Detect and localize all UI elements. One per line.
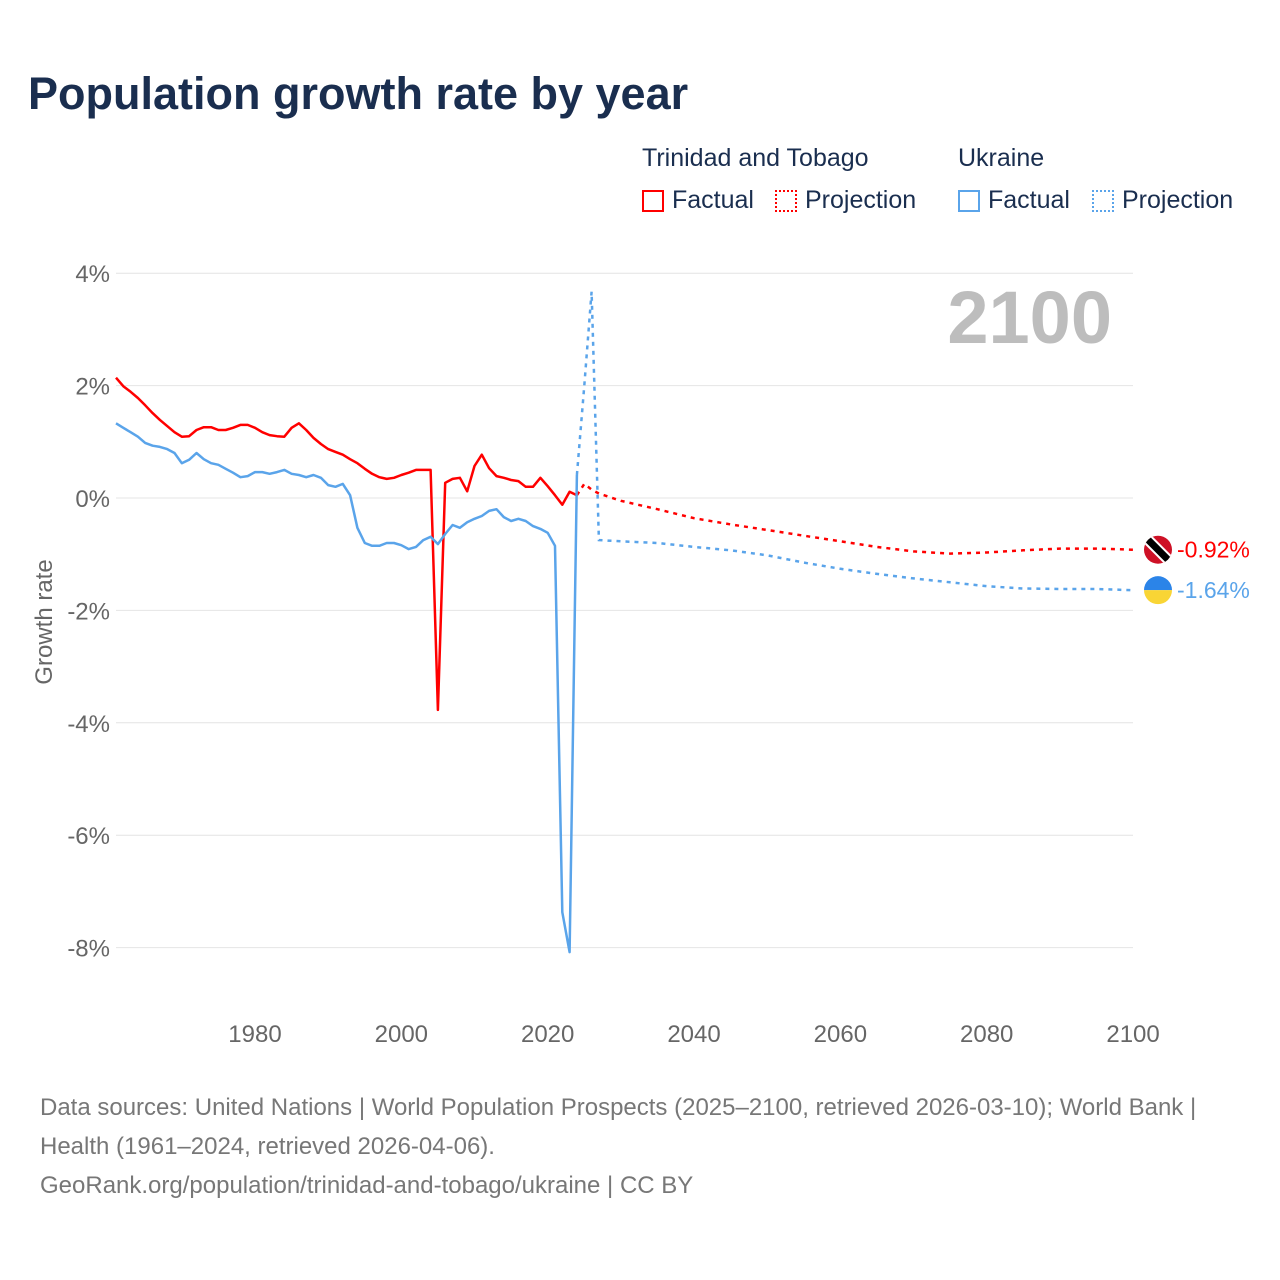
- ukraine-flag-icon: [1144, 576, 1172, 605]
- y-tick-label: 4%: [75, 261, 110, 288]
- y-tick-label: -8%: [67, 936, 110, 963]
- footer: Data sources: United Nations | World Pop…: [40, 1088, 1240, 1205]
- x-tick-label: 2000: [375, 1021, 428, 1048]
- legend-label: Factual: [988, 186, 1070, 214]
- page-title: Population growth rate by year: [28, 68, 689, 119]
- y-axis-label: Growth rate: [31, 559, 58, 684]
- data-sources: Data sources: United Nations | World Pop…: [40, 1094, 1197, 1160]
- y-tick-label: -4%: [67, 711, 110, 738]
- credit-link[interactable]: GeoRank.org/population/trinidad-and-toba…: [40, 1172, 694, 1199]
- current-year-label: 2100: [947, 276, 1112, 359]
- y-tick-label: -6%: [67, 823, 110, 850]
- x-tick-label: 2100: [1106, 1021, 1159, 1048]
- end-value-label: -0.92%: [1177, 537, 1250, 563]
- x-tick-label: 2020: [521, 1021, 574, 1048]
- y-axis-ticks: 4% 2% 0% -2% -4% -6% -8%: [67, 261, 110, 962]
- legend-tt-factual[interactable]: Factual: [642, 186, 754, 215]
- legend-swatch-solid: [642, 189, 664, 212]
- flag-top-blue: [1144, 576, 1172, 591]
- legend-group-ukraine: Ukraine: [958, 144, 1045, 172]
- end-value-label: -1.64%: [1177, 577, 1250, 603]
- legend-label: Projection: [1122, 186, 1234, 214]
- legend-ua-factual[interactable]: Factual: [958, 186, 1070, 215]
- projection-line-ukraine: [575, 291, 1134, 592]
- gridlines: [116, 272, 1133, 949]
- series-lines: [115, 291, 1134, 954]
- legend-group-trinidad: Trinidad and Tobago: [642, 144, 869, 172]
- x-tick-label: 2080: [960, 1021, 1013, 1048]
- trinidad-flag-icon: [1144, 535, 1172, 564]
- factual-line-trinidad: [115, 376, 578, 712]
- x-tick-label: 2060: [814, 1021, 867, 1048]
- factual-line-ukraine: [115, 422, 579, 954]
- y-tick-label: -2%: [67, 598, 110, 625]
- legend-swatch-solid: [958, 189, 980, 212]
- legend-ua-projection[interactable]: Projection: [1092, 186, 1233, 215]
- flag-stripe-black: [1144, 535, 1172, 564]
- x-tick-label: 2040: [667, 1021, 720, 1048]
- flag-bottom-yellow: [1144, 590, 1172, 605]
- line-chart: 4% 2% 0% -2% -4% -6% -8% 1980 2000 2020 2040 2060 2…: [31, 261, 1250, 1048]
- projection-line-trinidad: [575, 482, 1134, 555]
- end-markers: -0.92% -1.64%: [1144, 535, 1250, 605]
- legend-swatch-dotted: [775, 189, 797, 212]
- x-tick-label: 1980: [228, 1021, 281, 1048]
- legend-swatch-dotted: [1092, 189, 1114, 212]
- y-tick-label: 2%: [75, 374, 110, 401]
- legend-tt-projection[interactable]: Projection: [775, 186, 916, 215]
- legend-label: Factual: [672, 186, 754, 214]
- legend-label: Projection: [805, 186, 917, 214]
- y-tick-label: 0%: [75, 486, 110, 513]
- x-axis-ticks: 1980 2000 2020 2040 2060 2080 2100: [228, 1021, 1159, 1048]
